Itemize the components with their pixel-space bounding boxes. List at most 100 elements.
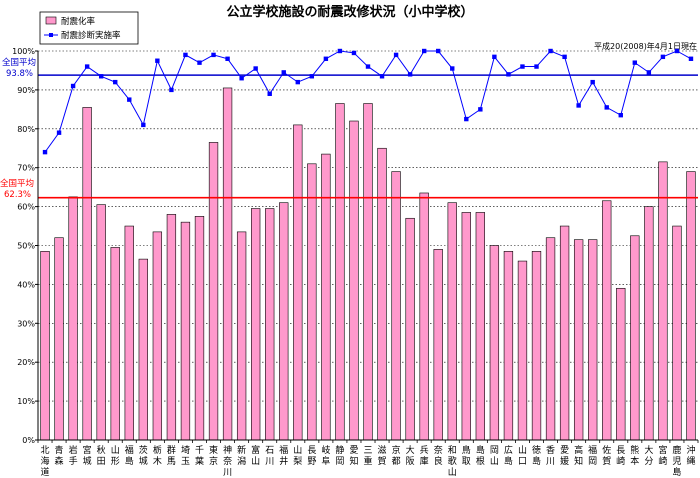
x-category-label: 熊本 (630, 444, 639, 467)
bar (616, 287, 626, 441)
bar (54, 237, 64, 441)
line-point (323, 56, 329, 61)
line-point (309, 74, 315, 79)
bar (68, 196, 78, 441)
x-category-label: 静岡 (335, 444, 344, 467)
bar (349, 120, 359, 441)
line-point (407, 72, 413, 77)
bar (686, 171, 696, 441)
bar (503, 251, 514, 441)
x-category-label: 栃木 (153, 444, 162, 467)
axes (35, 50, 699, 443)
line-point (632, 60, 638, 65)
x-category-label: 山形 (111, 445, 120, 467)
x-category-label: 鳥取 (462, 444, 471, 467)
bar (672, 225, 682, 441)
x-category-label: 愛媛 (560, 444, 569, 467)
bar (573, 239, 584, 441)
x-category-label: 宮崎 (658, 444, 667, 467)
x-category-label: 福岡 (588, 444, 597, 467)
bar (658, 161, 668, 441)
x-category-label: 大分 (644, 444, 653, 467)
legend-line-label: 耐震診断実施率 (61, 30, 121, 41)
y-tick-label: 50% (17, 242, 35, 251)
x-category-label: 三重 (363, 446, 372, 467)
x-category-label: 佐賀 (602, 444, 611, 467)
x-category-label: 島根 (476, 444, 485, 467)
x-category-label: 茨城 (139, 444, 148, 467)
line-point (379, 74, 385, 79)
x-category-label: 新潟 (237, 444, 246, 467)
x-category-label: 山口 (518, 445, 527, 467)
bar (405, 217, 415, 441)
x-category-label: 岩手 (69, 444, 78, 467)
bar (630, 235, 640, 441)
y-tick-label: 60% (17, 203, 35, 212)
x-category-label: 沖縄 (686, 444, 695, 467)
x-category-label: 山梨 (293, 445, 302, 467)
x-category-label: 北海道 (41, 445, 50, 478)
line-point (351, 50, 357, 56)
x-category-label: 福島 (125, 444, 134, 467)
x-category-label: 滋賀 (378, 444, 387, 467)
x-category-label: 長崎 (616, 445, 625, 467)
legend-bar-swatch (45, 16, 57, 25)
bar (265, 208, 275, 441)
x-category-label: 秋田 (97, 444, 106, 467)
x-category-label: 鹿児島 (672, 444, 681, 478)
bar (461, 212, 471, 441)
line-point (674, 48, 680, 54)
bar (517, 260, 528, 441)
line-point (548, 48, 553, 54)
bar (124, 225, 134, 441)
bar (110, 247, 120, 441)
y-tick-label: 100% (12, 47, 35, 56)
line-point (436, 48, 441, 54)
line-point (295, 79, 300, 85)
line-point (211, 52, 216, 58)
line-point (393, 52, 399, 58)
bar (251, 208, 261, 441)
line-point (155, 58, 160, 63)
line-point (113, 79, 118, 85)
reference-lines (38, 74, 698, 199)
national-average-label: 全国平均 (0, 178, 34, 189)
bar (447, 202, 457, 441)
x-category-label: 福井 (279, 444, 288, 467)
bar (180, 221, 191, 441)
bar (236, 231, 247, 441)
x-category-label: 東京 (209, 444, 218, 467)
line-point (84, 64, 90, 69)
bar (363, 103, 373, 441)
x-category-labels: 北海道青森岩手宮城秋田山形福島茨城栃木群馬埼玉千葉東京神奈川新潟富山石川福井山梨… (41, 444, 696, 478)
x-category-label: 香川 (546, 445, 555, 467)
bar (208, 142, 219, 441)
x-category-label: 宮城 (83, 444, 92, 467)
bar (391, 171, 401, 441)
line-point (183, 52, 188, 58)
bar (559, 225, 570, 441)
national-average-value: 93.8% (6, 69, 33, 79)
line-point (576, 103, 581, 108)
bar (602, 200, 612, 441)
line-point (464, 116, 469, 122)
line-point (450, 66, 455, 71)
line-point (169, 87, 174, 93)
y-tick-label: 30% (17, 319, 35, 328)
x-category-label: 青森 (55, 444, 64, 467)
x-category-label: 群馬 (167, 444, 176, 467)
bar (377, 147, 387, 441)
y-tick-label: 20% (17, 358, 35, 367)
x-category-label: 奈良 (434, 444, 443, 467)
bar (194, 216, 205, 441)
line-point (478, 107, 483, 112)
line-point (492, 54, 497, 60)
y-tick-labels: 0% 10% 20% 30% 40% 50% 60% 70% 80% 90% 100% (12, 47, 35, 445)
line-point (688, 56, 694, 61)
x-category-label: 長野 (307, 445, 316, 467)
bar (166, 214, 177, 441)
line-point (197, 60, 202, 65)
bar (588, 239, 598, 441)
